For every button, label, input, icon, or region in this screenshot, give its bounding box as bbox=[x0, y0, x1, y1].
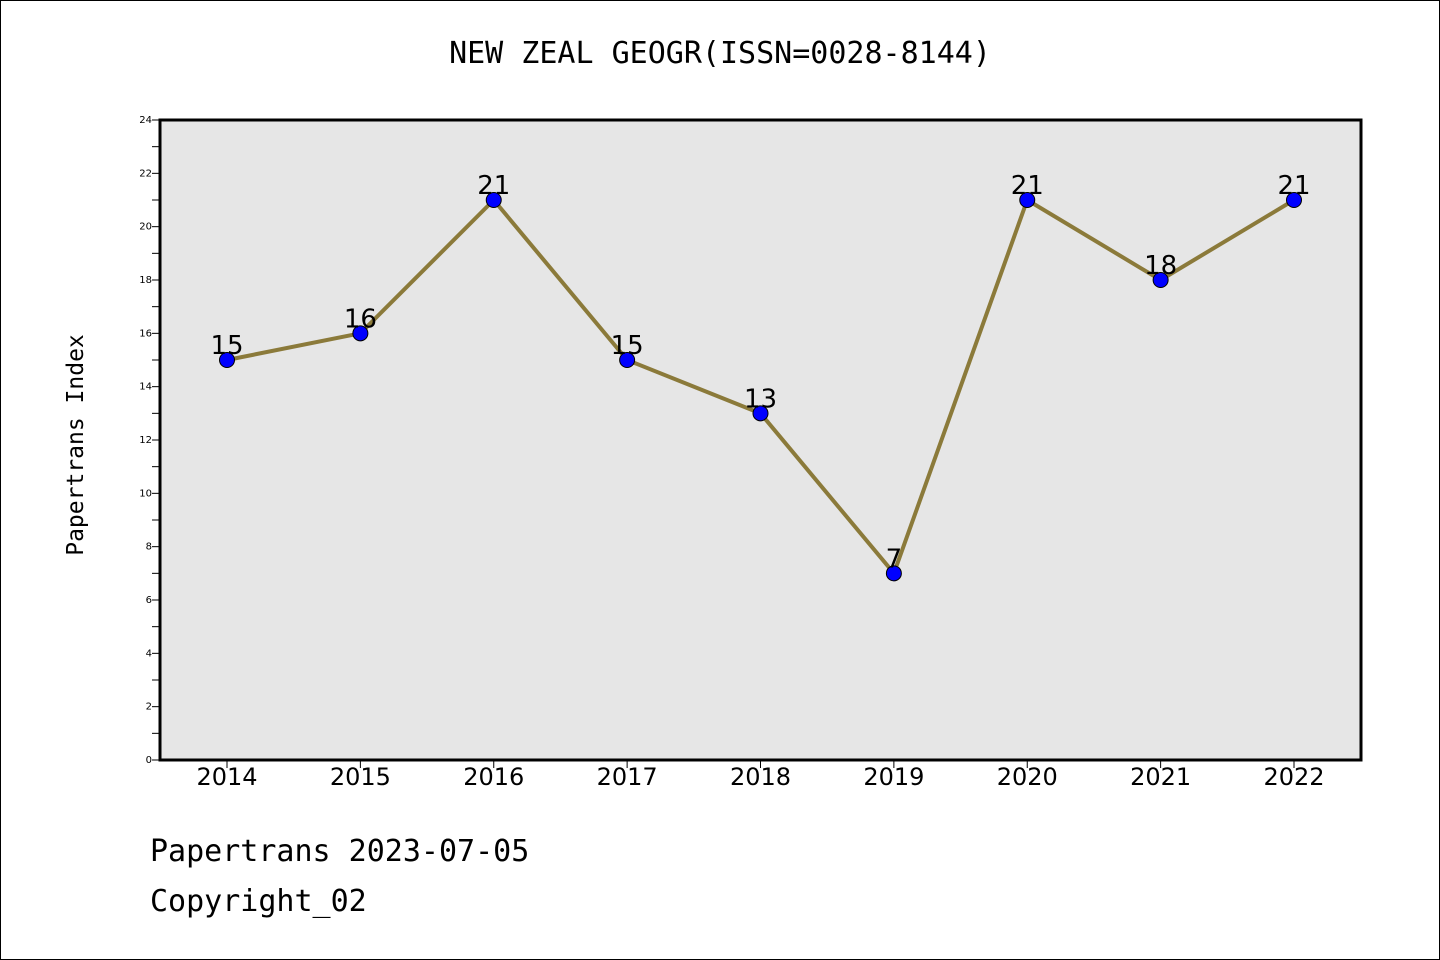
x-tick-label: 2022 bbox=[1263, 763, 1324, 791]
chart-title: NEW ZEAL GEOGR(ISSN=0028-8144) bbox=[449, 36, 991, 71]
data-label: 15 bbox=[611, 331, 644, 361]
footer-date: Papertrans 2023-07-05 bbox=[150, 834, 530, 869]
x-tick-label: 2016 bbox=[463, 763, 524, 791]
data-label: 21 bbox=[477, 171, 510, 201]
data-point bbox=[1019, 192, 1036, 208]
x-tick-label: 2019 bbox=[863, 763, 924, 791]
y-tick-label: 22 bbox=[139, 168, 152, 179]
plot-border bbox=[158, 118, 1363, 762]
data-label: 13 bbox=[744, 384, 777, 414]
data-label: 18 bbox=[1144, 251, 1177, 281]
data-point bbox=[219, 352, 235, 368]
footer-copyright: Copyright_02 bbox=[150, 884, 367, 919]
data-label: 21 bbox=[1011, 171, 1044, 201]
data-label: 21 bbox=[1277, 171, 1310, 201]
y-tick-label: 12 bbox=[139, 435, 152, 446]
x-tick-label: 2018 bbox=[730, 763, 791, 791]
data-point bbox=[752, 405, 769, 422]
plot-area bbox=[160, 120, 1361, 760]
data-point bbox=[1152, 272, 1169, 288]
y-tick-label: 20 bbox=[139, 222, 152, 233]
y-tick-label: 2 bbox=[146, 702, 152, 713]
data-label: 15 bbox=[210, 331, 243, 361]
y-tick-label: 8 bbox=[146, 542, 152, 553]
data-point bbox=[619, 352, 636, 368]
data-point bbox=[885, 565, 902, 582]
y-tick-label: 24 bbox=[139, 115, 152, 126]
data-point bbox=[1286, 192, 1302, 208]
data-point bbox=[485, 192, 502, 208]
y-tick-label: 18 bbox=[139, 275, 152, 286]
y-tick-label: 16 bbox=[139, 328, 152, 339]
x-axis: 2014 2015 2016 2017 2018 2019 2020 2021 2022 bbox=[196, 760, 1325, 791]
x-tick-label: 2017 bbox=[597, 763, 658, 791]
y-tick-label: 14 bbox=[139, 382, 152, 393]
x-tick-label: 2015 bbox=[330, 763, 391, 791]
data-markers bbox=[219, 192, 1302, 582]
data-point bbox=[352, 325, 369, 342]
y-tick-label: 4 bbox=[146, 648, 152, 659]
y-tick-label: 0 bbox=[146, 755, 152, 766]
data-label: 16 bbox=[344, 304, 377, 334]
x-tick-label: 2021 bbox=[1130, 763, 1191, 791]
data-labels: 15 16 21 15 13 7 21 18 21 bbox=[210, 171, 1310, 574]
x-tick-label: 2014 bbox=[196, 763, 257, 791]
y-tick-label: 10 bbox=[139, 488, 152, 499]
data-label: 7 bbox=[886, 544, 903, 574]
y-tick-label: 6 bbox=[146, 595, 152, 606]
x-tick-label: 2020 bbox=[997, 763, 1058, 791]
